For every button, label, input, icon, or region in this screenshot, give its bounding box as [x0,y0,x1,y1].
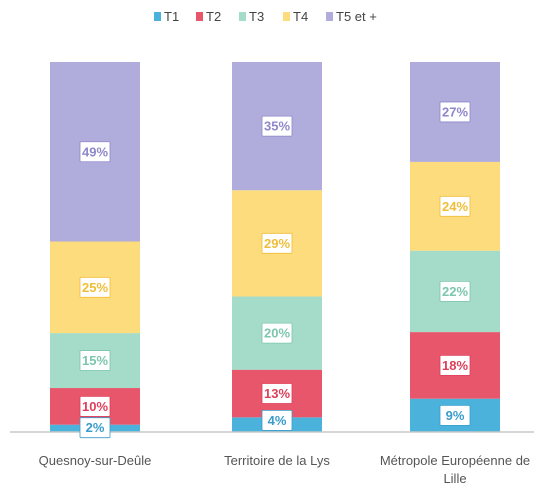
data-label-t3-3: 22% [442,284,468,299]
data-label-t2-3: 18% [442,358,468,373]
data-label-t1-1: 2% [86,420,105,435]
data-label-t2-1: 10% [82,399,108,414]
data-label-t2-2: 13% [264,386,290,401]
data-label-t5-et-3: 27% [442,104,468,119]
data-label-box-t2-3 [439,354,471,376]
data-label-t1-2: 4% [268,413,287,428]
data-label-t4-2: 29% [264,236,290,251]
data-label-box-t5-et-1 [79,141,111,163]
data-label-box-t1-2 [261,409,293,431]
legend-swatch-t2 [196,12,203,21]
category-label-2: Territoire de la Lys [224,453,330,468]
legend: T1 T2 T3 T4 T5 et + [154,9,377,24]
data-label-box-t4-3 [439,195,471,217]
legend-swatch-t1 [154,12,161,21]
data-label-t3-1: 15% [82,353,108,368]
data-label-box-t1-1 [79,417,111,439]
data-label-box-t4-2 [261,232,293,254]
legend-swatch-t5-et [326,12,333,21]
legend-label-t2: T2 [206,9,221,24]
data-label-t4-1: 25% [82,280,108,295]
x-axis-categories: Quesnoy-sur-Deûle Territoire de la Lys Mét… [39,453,531,486]
legend-label-t1: T1 [164,9,179,24]
data-label-t5-et-1: 49% [82,144,108,159]
category-label-3: Métropole Européenne de Lille [380,453,530,486]
data-label-box-t2-2 [261,383,293,404]
data-label-box-t3-1 [79,350,111,371]
legend-label-t3: T3 [249,9,264,24]
legend-swatch-t3 [239,12,246,21]
legend-label-t4: T4 [293,9,308,24]
data-label-t1-3: 9% [446,408,465,423]
data-label-box-t3-3 [439,280,471,302]
data-label-box-t5-et-2 [261,115,293,137]
data-label-t5-et-2: 35% [264,119,290,134]
data-label-box-t2-1 [79,395,111,417]
data-labels: 2% 4% 9% 10% 13% 18% 15% 20% 22% 25% 29% 24% 49% 35% 2… [79,101,471,439]
data-label-box-t4-1 [79,276,111,298]
legend-swatch-t4 [283,12,290,21]
category-label-1: Quesnoy-sur-Deûle [39,453,152,468]
data-label-box-t5-et-3 [439,101,471,123]
data-label-t3-2: 20% [264,326,290,341]
legend-label-t5-et: T5 et + [336,9,377,24]
data-label-box-t3-2 [261,322,293,344]
data-label-t4-3: 24% [442,199,468,214]
data-label-box-t1-3 [439,404,471,426]
